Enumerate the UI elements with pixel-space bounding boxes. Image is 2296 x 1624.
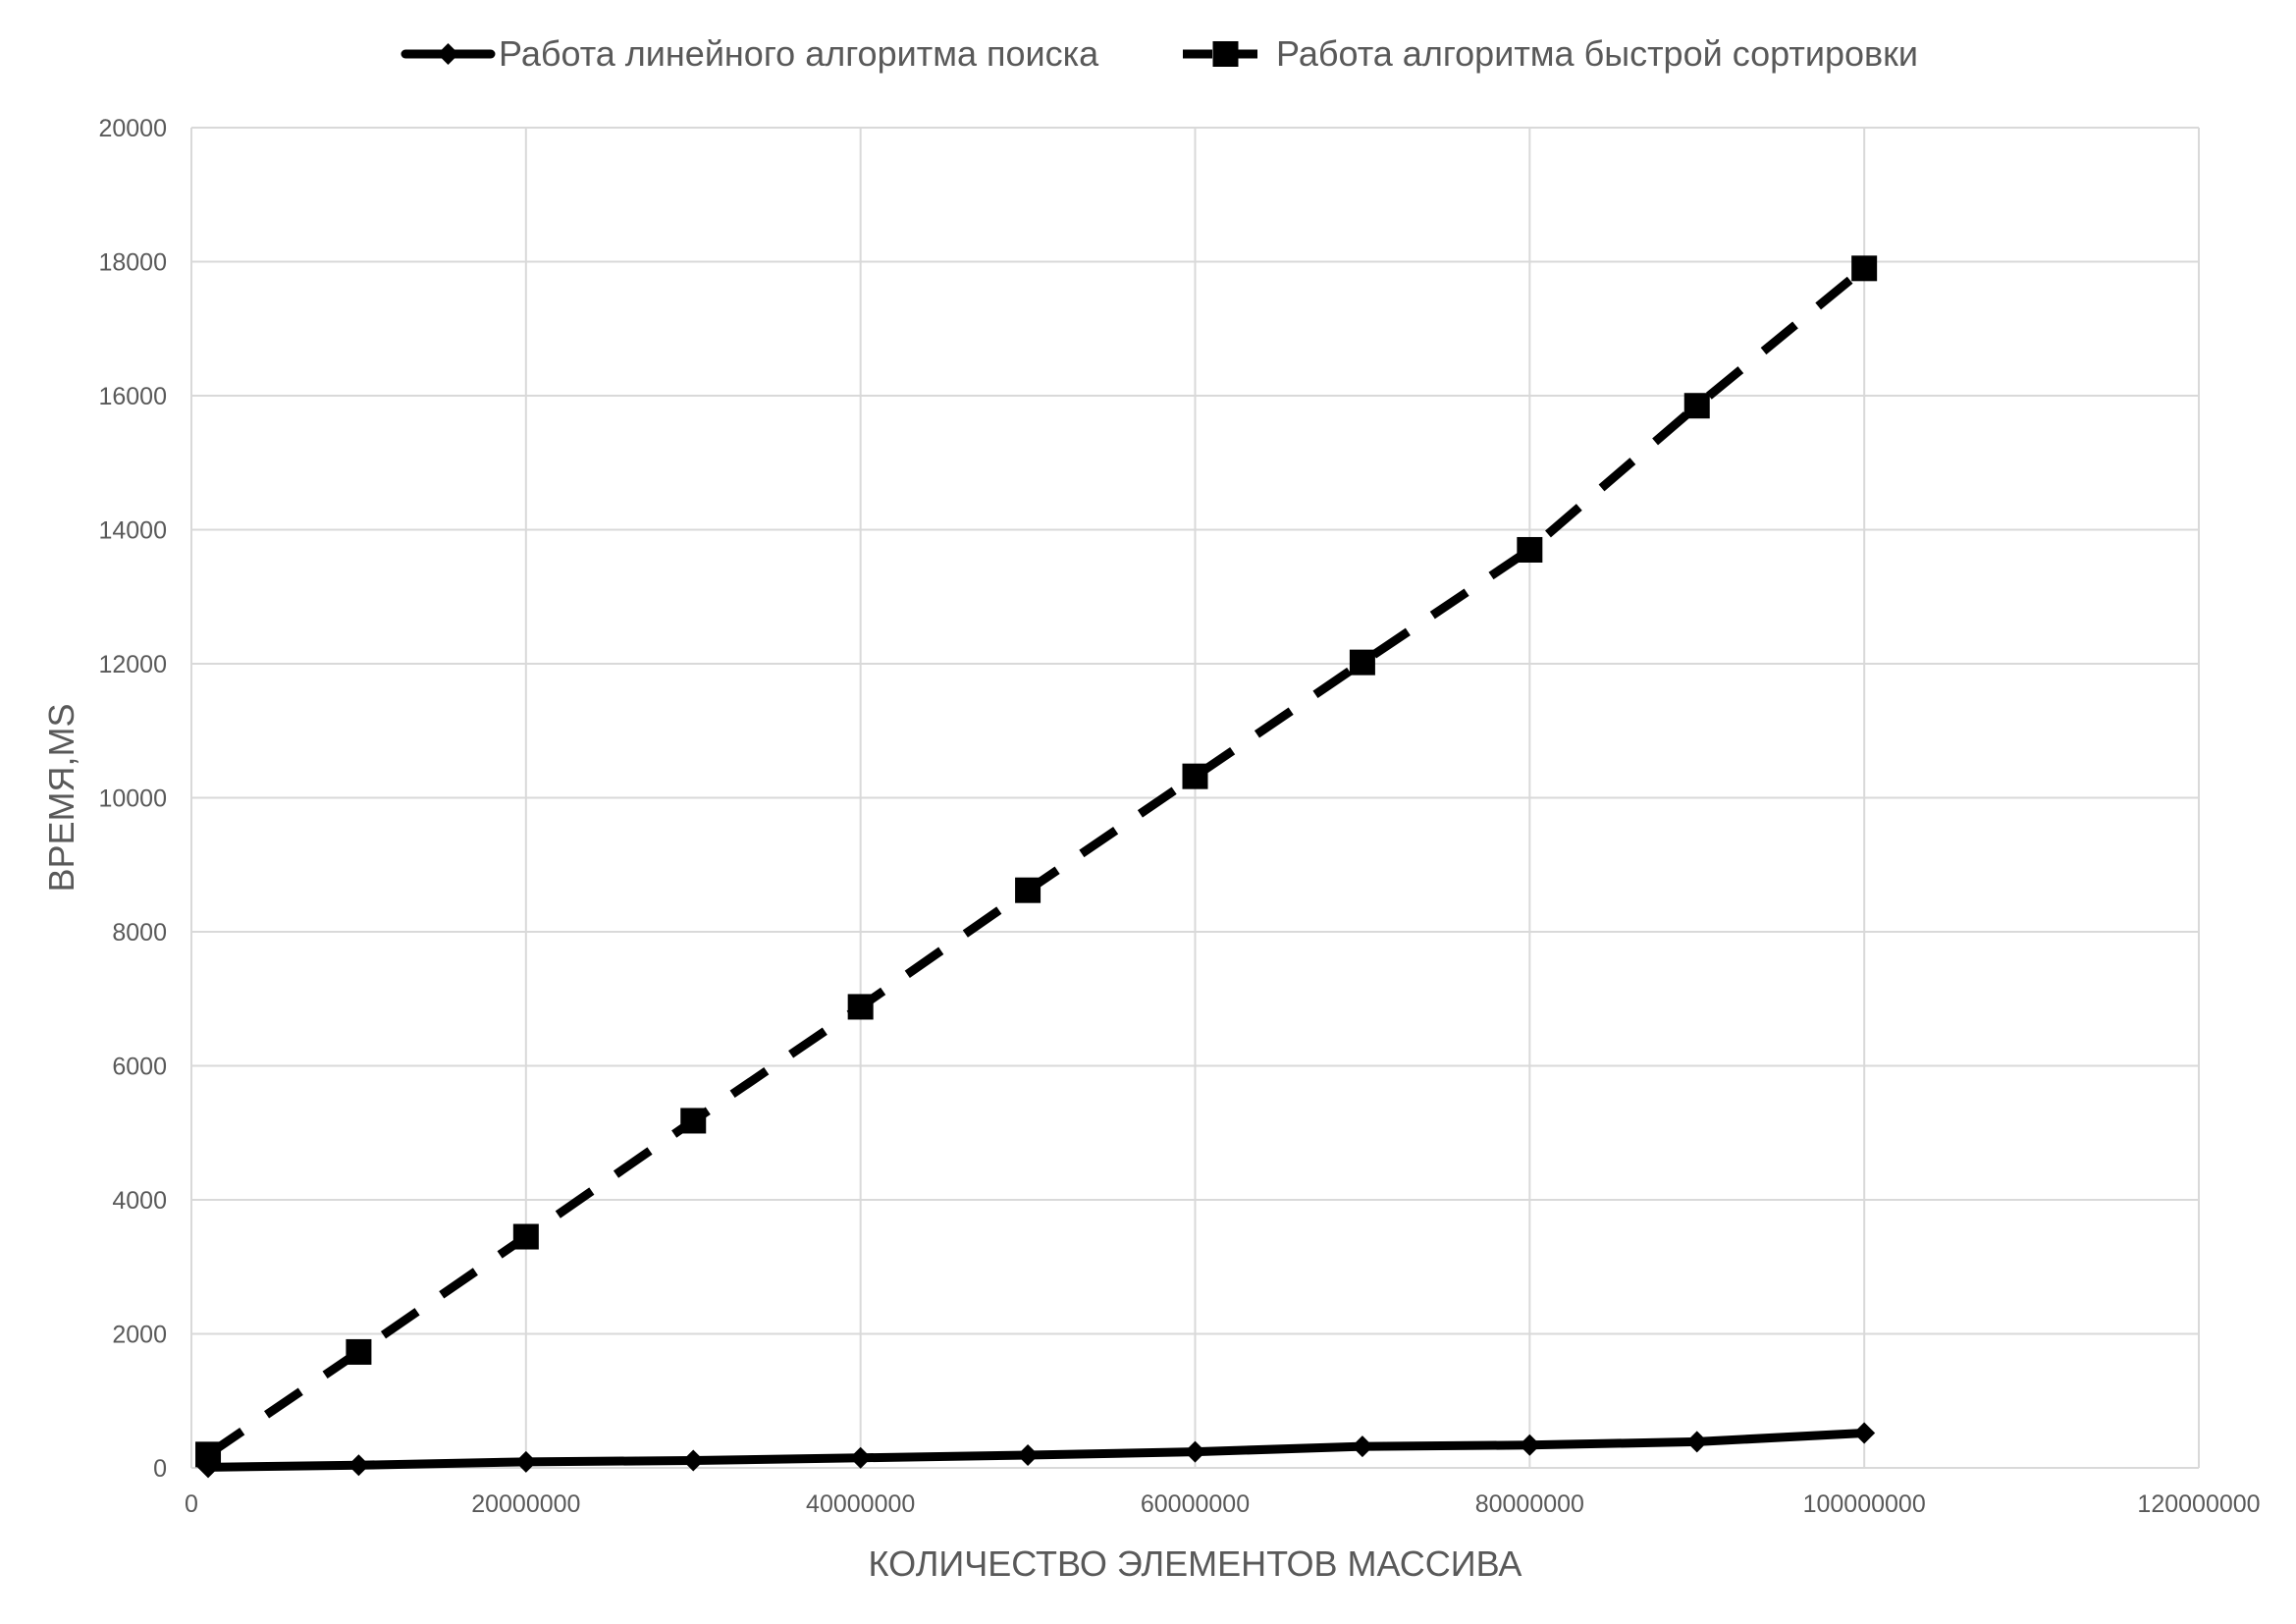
data-point xyxy=(1015,877,1041,903)
data-point xyxy=(195,1441,222,1468)
data-point xyxy=(1519,1434,1541,1456)
y-tick-label: 14000 xyxy=(98,517,167,545)
gridlines xyxy=(190,127,2200,1469)
y-tick-label: 12000 xyxy=(98,651,167,678)
y-tick-label: 10000 xyxy=(98,785,167,813)
data-point xyxy=(1017,1444,1040,1467)
data-point xyxy=(1517,536,1543,563)
series-line xyxy=(205,264,1868,1459)
y-tick-label: 8000 xyxy=(112,919,167,947)
x-tick-label: 100000000 xyxy=(1803,1490,1926,1518)
plot-area xyxy=(195,255,1878,1479)
data-point xyxy=(847,994,874,1020)
y-tick-label: 2000 xyxy=(112,1322,167,1349)
data-point xyxy=(514,1450,537,1473)
data-point xyxy=(680,1108,707,1134)
x-tick-label: 120000000 xyxy=(2137,1490,2260,1518)
legend-item-2: Работа алгоритма быстрой сортировки xyxy=(1183,33,1918,74)
data-point xyxy=(347,1454,370,1477)
x-tick-label: 20000000 xyxy=(471,1490,580,1518)
data-point xyxy=(1685,1431,1708,1453)
y-tick-label: 20000 xyxy=(98,115,167,142)
y-tick-label: 4000 xyxy=(112,1187,167,1215)
x-tick-label: 0 xyxy=(185,1490,198,1518)
series-line xyxy=(203,1429,1869,1472)
data-point xyxy=(1683,393,1710,419)
y-tick-label: 16000 xyxy=(98,383,167,410)
y-axis-title: ВРЕМЯ,MS xyxy=(41,703,81,892)
x-axis-title: КОЛИЧЕСТВО ЭЛЕМЕНТОВ МАССИВА xyxy=(869,1543,1522,1584)
y-tick-label: 18000 xyxy=(98,249,167,277)
y-tick-label: 6000 xyxy=(112,1054,167,1081)
data-point xyxy=(1853,1422,1876,1444)
data-point xyxy=(1349,649,1375,676)
y-tick-label: 0 xyxy=(153,1455,167,1483)
data-point xyxy=(849,1446,872,1469)
data-point xyxy=(1182,763,1208,789)
axes: 0 2000 4000 6000 8000 10000 12000 14000 16000 180… xyxy=(98,115,2260,1518)
legend-marker xyxy=(437,43,459,65)
x-tick-label: 80000000 xyxy=(1475,1490,1584,1518)
legend: Работа линейного алгоритма поиска Работа … xyxy=(400,33,1918,74)
data-point xyxy=(512,1223,539,1250)
data-point xyxy=(346,1338,372,1365)
x-tick-label: 40000000 xyxy=(806,1490,915,1518)
series-1 xyxy=(197,1422,1876,1479)
x-tick-label: 60000000 xyxy=(1141,1490,1250,1518)
series-2 xyxy=(195,255,1878,1468)
legend-item-1: Работа линейного алгоритма поиска xyxy=(400,33,1099,74)
data-point xyxy=(1351,1435,1373,1458)
legend-label: Работа линейного алгоритма поиска xyxy=(499,33,1099,74)
legend-marker xyxy=(1212,41,1239,67)
data-point xyxy=(1184,1440,1206,1463)
legend-label: Работа алгоритма быстрой сортировки xyxy=(1276,33,1918,74)
data-point xyxy=(1851,255,1878,282)
data-point xyxy=(682,1449,705,1472)
